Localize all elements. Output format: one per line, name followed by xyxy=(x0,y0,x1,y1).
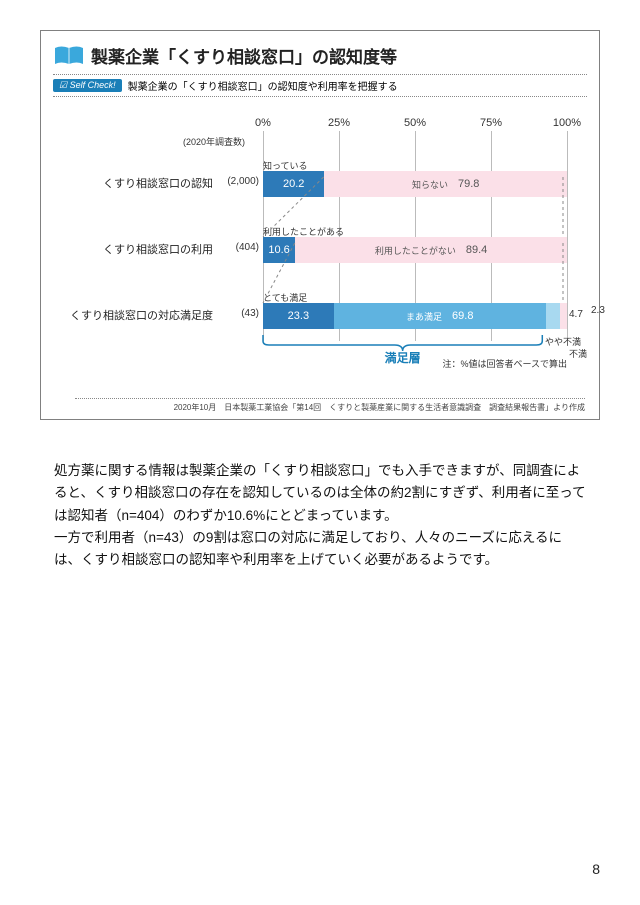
dash-connector xyxy=(263,177,324,237)
subtitle-row: ☑ Self Check! 製薬企業の「くすり相談窓口」の認知度や利用率を把握す… xyxy=(53,74,587,97)
chart-footnote: 注：%値は回答者ベースで算出 xyxy=(442,357,567,370)
subtitle-text: 製薬企業の「くすり相談窓口」の認知度や利用率を把握する xyxy=(128,78,398,93)
row-label: くすり相談窓口の対応満足度 xyxy=(53,307,213,323)
book-icon xyxy=(53,45,85,67)
survey-count-note: (2020年調査数) xyxy=(183,135,245,148)
grid-line xyxy=(567,131,568,341)
segment-value-outside: 4.7 xyxy=(569,309,583,320)
row-label: くすり相談窓口の認知 xyxy=(53,175,213,191)
chart-title: 製薬企業「くすり相談窓口」の認知度等 xyxy=(53,43,587,68)
self-check-badge: ☑ Self Check! xyxy=(53,79,122,92)
trail-label: 不満 xyxy=(569,347,587,360)
segment-value-outside: 2.3 xyxy=(591,305,605,316)
row-sample-size: (43) xyxy=(215,308,259,319)
page-number: 8 xyxy=(592,861,600,877)
body-paragraph: 一方で利用者（n=43）の9割は窓口の対応に満足しており、人々のニーズに応えるに… xyxy=(54,527,586,572)
dash-connector xyxy=(263,243,295,303)
chart-area: 0%25%50%75%100% (2020年調査数) くすり相談窓口の認知(2,… xyxy=(53,117,587,377)
chart-title-text: 製薬企業「くすり相談窓口」の認知度等 xyxy=(91,43,397,68)
chart-source: 2020年10月 日本製薬工業協会「第14回 くすりと製薬産業に関する生活者意識… xyxy=(75,398,585,413)
body-paragraph: 処方薬に関する情報は製薬企業の「くすり相談窓口」でも入手できますが、同調査による… xyxy=(54,460,586,527)
row-label: くすり相談窓口の利用 xyxy=(53,241,213,257)
body-text: 処方薬に関する情報は製薬企業の「くすり相談窓口」でも入手できますが、同調査による… xyxy=(54,460,586,571)
chart-container: 製薬企業「くすり相談窓口」の認知度等 ☑ Self Check! 製薬企業の「く… xyxy=(40,30,600,420)
row-sample-size: (404) xyxy=(215,242,259,253)
row-sample-size: (2,000) xyxy=(215,176,259,187)
